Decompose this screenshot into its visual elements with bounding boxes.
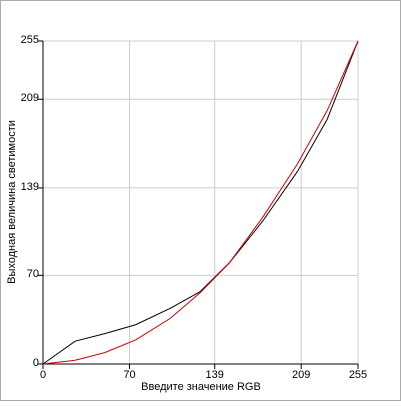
y-tick-label: 0 (33, 357, 39, 369)
series-line (42, 40, 359, 365)
x-tick-label: 139 (206, 369, 224, 381)
x-axis-label: Введите значение RGB (141, 381, 261, 393)
y-tick-label: 255 (21, 34, 39, 46)
series-line (42, 40, 359, 365)
x-tick-label: 209 (292, 369, 310, 381)
y-tick-label: 70 (27, 268, 39, 280)
y-axis-label: Выходная величина светимости (6, 120, 18, 284)
y-tick-label: 139 (21, 181, 39, 193)
x-tick-label: 255 (349, 369, 367, 381)
x-tick-label: 70 (123, 369, 135, 381)
y-tick-label: 209 (21, 92, 39, 104)
x-tick-label: 0 (40, 369, 46, 381)
